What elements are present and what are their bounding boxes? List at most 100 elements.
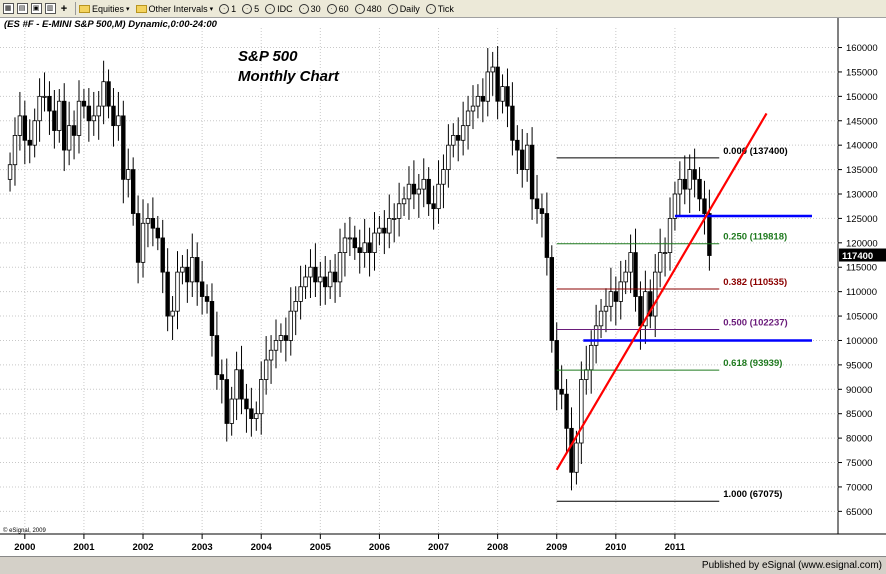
candle-body xyxy=(116,115,121,127)
candle-body xyxy=(520,149,525,170)
candle-body xyxy=(298,286,303,302)
toolbar: ▦ ▤ ▣ ▥ + Equities ▾ Other Intervals ▾ ·… xyxy=(0,0,886,18)
candle-body xyxy=(323,276,328,288)
folder-icon xyxy=(135,4,147,13)
candle-body xyxy=(377,227,382,234)
candle-body xyxy=(42,95,47,98)
candle-body xyxy=(524,144,530,170)
candle-body xyxy=(470,105,476,112)
interval-icon: · xyxy=(219,3,230,14)
candle-body xyxy=(510,105,515,141)
save-page-icon[interactable]: ▥ xyxy=(44,2,56,16)
plot-area xyxy=(0,18,838,534)
candle-body xyxy=(593,325,599,346)
candle-body xyxy=(598,310,604,327)
copy-page-icon[interactable]: ▣ xyxy=(30,2,42,16)
fib-level-label: 0.382 (110535) xyxy=(723,277,787,288)
y-tick-label: 125000 xyxy=(846,214,878,225)
candle-body xyxy=(544,213,550,258)
candle-body xyxy=(638,296,643,327)
interval-480-button[interactable]: · 480 xyxy=(354,3,382,14)
candle-body xyxy=(160,237,165,273)
candle-body xyxy=(259,379,264,415)
interval-tick-button[interactable]: · Tick xyxy=(425,3,454,14)
status-bar: Published by eSignal (www.esignal.com) xyxy=(0,556,886,574)
candle-body xyxy=(667,218,673,253)
candle-body xyxy=(475,95,481,107)
candle-body xyxy=(569,427,574,473)
candle-body xyxy=(643,291,648,327)
candle-body xyxy=(71,125,77,136)
candle-body xyxy=(165,271,170,317)
candle-body xyxy=(140,222,146,263)
interval-30-button[interactable]: · 30 xyxy=(298,3,321,14)
x-tick-label: 2004 xyxy=(251,542,273,553)
candle-body xyxy=(539,208,545,214)
other-intervals-menu[interactable]: Other Intervals ▾ xyxy=(135,3,213,14)
candle-body xyxy=(707,213,712,256)
interval-5-button[interactable]: · 5 xyxy=(242,3,259,14)
x-tick-label: 2009 xyxy=(546,542,567,553)
candle-body xyxy=(628,252,633,273)
interval-icon: · xyxy=(354,3,365,14)
candle-body xyxy=(485,71,490,102)
open-page-icon[interactable]: ▤ xyxy=(16,2,28,16)
candle-body xyxy=(357,247,362,253)
candle-body xyxy=(579,379,584,444)
y-tick-label: 75000 xyxy=(846,458,872,469)
fib-level-label: 1.000 (67075) xyxy=(723,489,782,500)
y-tick-label: 115000 xyxy=(846,263,877,274)
candle-body xyxy=(332,271,338,283)
fib-level-label: 0.500 (102237) xyxy=(723,318,787,329)
candle-body xyxy=(608,291,614,307)
candle-body xyxy=(431,203,436,210)
candle-body xyxy=(239,369,244,400)
candle-body xyxy=(288,310,293,341)
candle-body xyxy=(224,379,229,424)
candle-body xyxy=(135,213,141,263)
other-intervals-label: Other Intervals xyxy=(148,3,208,14)
candle-body xyxy=(126,169,131,180)
candle-body xyxy=(337,252,343,283)
candle-body xyxy=(465,110,471,127)
chart-panel[interactable]: 65000 70000 75000 80000 85000 90000 95000 10000… xyxy=(0,18,886,556)
y-tick-label: 105000 xyxy=(846,312,878,323)
candle-body xyxy=(219,374,225,380)
interval-idc-label: IDC xyxy=(277,3,293,14)
candle-body xyxy=(490,66,495,73)
interval-60-button[interactable]: · 60 xyxy=(326,3,349,14)
candle-body xyxy=(254,413,259,419)
interval-icon: · xyxy=(298,3,309,14)
candle-body xyxy=(12,135,18,166)
candle-body xyxy=(121,115,126,180)
add-plus-icon[interactable]: + xyxy=(60,2,68,15)
new-chart-icon[interactable]: ▦ xyxy=(2,2,14,16)
price-chart[interactable]: 65000 70000 75000 80000 85000 90000 95000 10000… xyxy=(0,18,886,556)
candle-body xyxy=(529,144,535,200)
candle-body xyxy=(505,86,510,107)
interval-icon: · xyxy=(425,3,436,14)
candle-body xyxy=(27,139,32,146)
candle-body xyxy=(648,291,653,317)
interval-icon: · xyxy=(242,3,253,14)
candle-body xyxy=(382,227,387,234)
candle-body xyxy=(194,257,200,283)
candle-body xyxy=(81,100,87,107)
candle-body xyxy=(17,115,23,136)
x-tick-label: 2001 xyxy=(73,542,95,553)
candle-body xyxy=(111,105,116,127)
candle-body xyxy=(185,266,190,283)
interval-idc-button[interactable]: · IDC xyxy=(265,3,293,14)
y-tick-label: 95000 xyxy=(846,360,872,371)
y-tick-label: 140000 xyxy=(846,141,878,152)
interval-daily-button[interactable]: · Daily xyxy=(387,3,420,14)
candle-body xyxy=(406,183,412,200)
interval-1-button[interactable]: · 1 xyxy=(219,3,236,14)
candle-body xyxy=(7,164,13,180)
candle-body xyxy=(480,95,486,102)
candle-body xyxy=(456,135,461,141)
candle-body xyxy=(401,198,407,205)
candle-body xyxy=(441,169,446,185)
candle-body xyxy=(702,198,707,214)
equities-menu[interactable]: Equities ▾ xyxy=(79,4,130,14)
